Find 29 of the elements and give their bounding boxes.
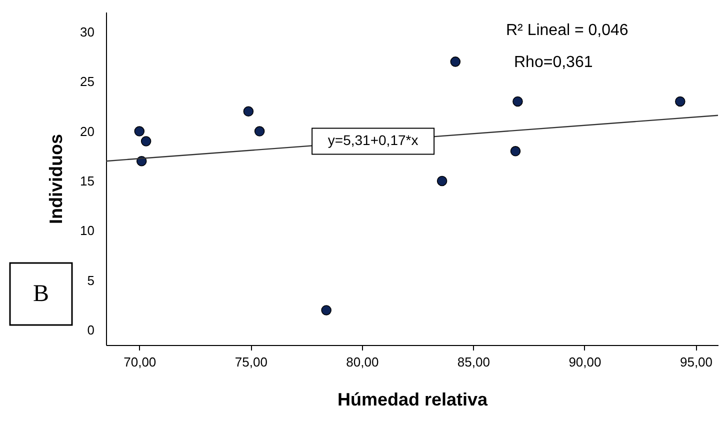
point (321, 305, 332, 316)
point (512, 96, 523, 107)
y-tick-label: 15 (80, 173, 94, 188)
point (675, 96, 686, 107)
point (510, 146, 521, 156)
y-axis-title: Individuos (46, 134, 66, 224)
y-tick-label: 10 (80, 223, 94, 238)
point (254, 126, 265, 136)
annotation: Rho=0,361 (514, 54, 593, 71)
x-tick-label: 70,00 (124, 354, 156, 370)
y-tick-label: 0 (87, 322, 94, 338)
x-tick-label: 85,00 (457, 354, 490, 370)
point (134, 126, 145, 136)
x-tick-label: 95,00 (680, 354, 713, 370)
x-tick-label: 90,00 (568, 354, 602, 370)
annotation: y=5,31+0,17*x (328, 132, 418, 148)
x-tick-label: 80,00 (346, 354, 379, 370)
text: B (32, 281, 50, 307)
x-axis-title: Húmedad relativa (337, 390, 489, 410)
y-tick-label: 20 (80, 124, 94, 139)
point (450, 56, 461, 67)
y-tick-label: 30 (80, 24, 94, 40)
y-tick-label: 5 (87, 272, 94, 288)
point (436, 176, 448, 186)
y-tick-label: 25 (80, 74, 94, 90)
point (140, 136, 152, 146)
point (243, 106, 254, 117)
x-tick-label: 75,00 (234, 354, 268, 370)
annotation: R² Lineal = 0,046 (506, 22, 628, 39)
